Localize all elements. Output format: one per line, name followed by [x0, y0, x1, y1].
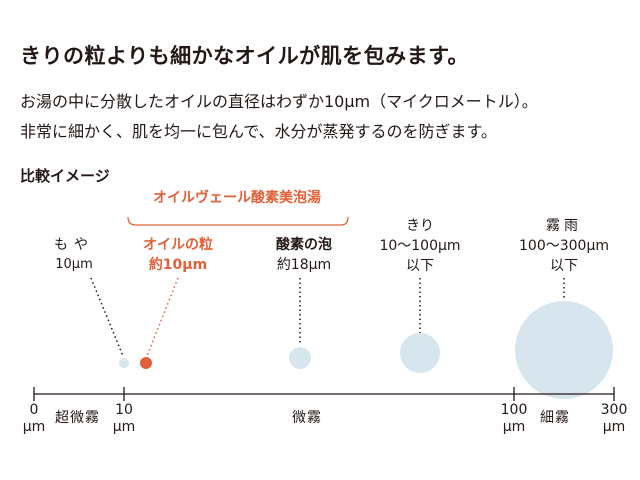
tick-label-10-value: 10: [115, 402, 133, 418]
label-oxygen-size: 約18µm: [276, 257, 332, 273]
range-label-ultrafine: 超微霧: [55, 410, 100, 426]
label-kirisame-sub: 以下: [550, 258, 578, 274]
product-bracket: [127, 216, 349, 226]
label-kiri-sub: 以下: [406, 258, 434, 274]
label-kirisame: 霧雨 100〜300µm 以下: [504, 216, 624, 276]
particle-oxygen: [289, 347, 311, 369]
particle-kirisame: [515, 301, 613, 399]
label-oil-name: オイルの粒: [143, 237, 213, 253]
tick-label-100-unit: µm: [502, 419, 526, 435]
label-kiri-name: きり: [406, 218, 434, 234]
tick-label-300-unit: µm: [602, 419, 626, 435]
product-label: オイルヴェール酸素美泡湯: [153, 190, 321, 206]
body-line-2: 非常に細かく、肌を均一に包んで、水分が蒸発するのを防ぎます。: [20, 122, 497, 141]
label-moya-size: 10µm: [55, 257, 93, 272]
compare-title: 比較イメージ: [20, 167, 110, 185]
label-kiri: きり 10〜100µm 以下: [365, 216, 475, 276]
tick-label-0-value: 0: [29, 402, 39, 418]
particle-kiri: [400, 333, 440, 373]
body-line-1: お湯の中に分散したオイルの直径はわずか10µm（マイクロメートル）。: [20, 92, 538, 111]
tick-label-300: 300 µm: [599, 402, 629, 436]
label-kirisame-name: 霧雨: [546, 218, 582, 234]
label-moya: もや 10µm: [19, 235, 129, 275]
label-kiri-size: 10〜100µm: [379, 238, 461, 254]
tick-label-100-value: 100: [500, 402, 528, 418]
tick-label-10: 10 µm: [109, 402, 139, 436]
label-moya-name: もや: [54, 237, 94, 253]
range-label-small: 細霧: [540, 410, 570, 426]
tick-label-300-value: 300: [600, 402, 628, 418]
particle-moya: [119, 358, 129, 368]
leader-oil: [146, 277, 179, 357]
label-oxygen-name: 酸素の泡: [276, 237, 332, 253]
label-oil: オイルの粒 約10µm: [123, 235, 233, 275]
tick-label-0-unit: µm: [22, 419, 46, 435]
tick-label-10-unit: µm: [112, 419, 136, 435]
range-label-fine: 微霧: [292, 410, 322, 426]
leader-moya: [90, 277, 124, 357]
label-oil-size: 約10µm: [148, 257, 208, 273]
label-oxygen: 酸素の泡 約18µm: [249, 235, 359, 275]
particle-oil: [140, 357, 152, 369]
tick-label-100: 100 µm: [499, 402, 529, 436]
label-kirisame-size: 100〜300µm: [519, 238, 609, 254]
tick-label-0: 0 µm: [19, 402, 49, 436]
headline: きりの粒よりも細かなオイルが肌を包みます。: [20, 44, 469, 68]
